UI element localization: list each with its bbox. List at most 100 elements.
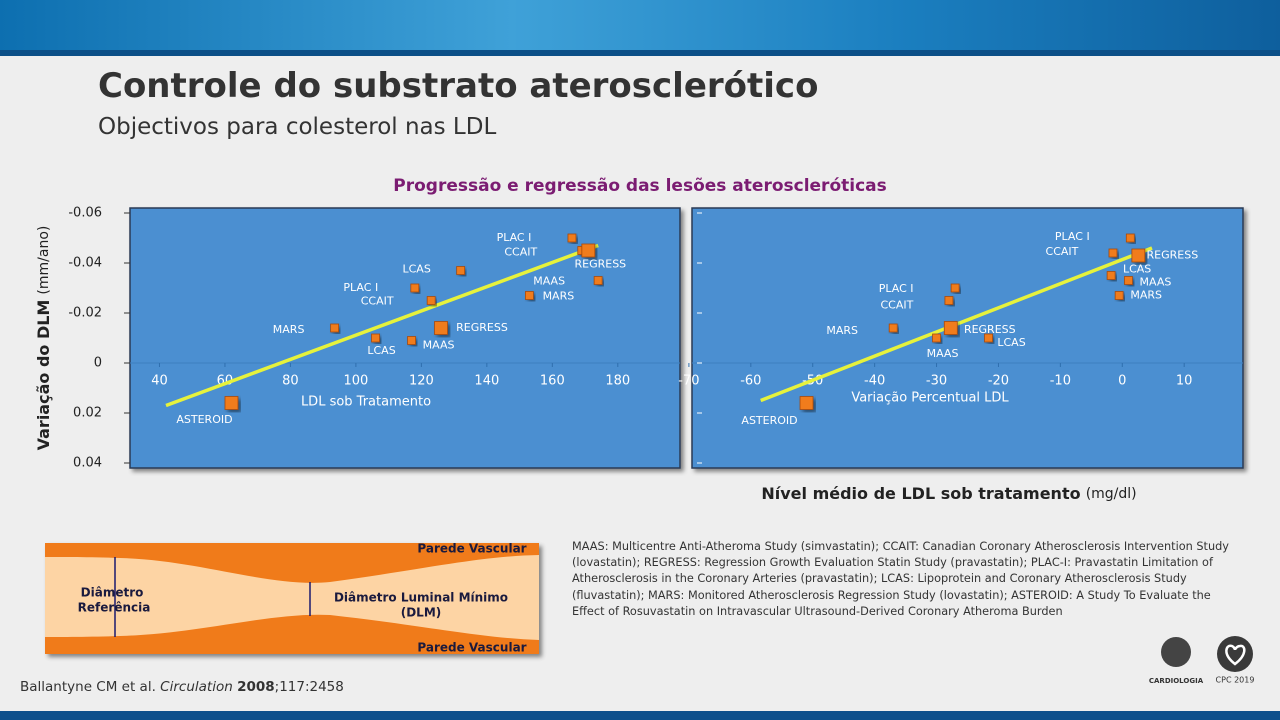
point-label: LCAS: [997, 336, 1025, 349]
point: [593, 276, 603, 285]
point-label: PLAC I: [1055, 230, 1090, 243]
point-label: CCAIT: [504, 246, 537, 259]
x-tick-label: -10: [1050, 374, 1071, 389]
point-label: PLAC I: [343, 281, 378, 294]
x-axis-label: Variação Percentual LDL: [851, 391, 1009, 406]
point-label: MAAS: [423, 339, 455, 352]
point-label: LCAS: [402, 263, 430, 276]
point: [371, 333, 380, 343]
x-tick-label: -40: [864, 374, 885, 389]
point: [932, 333, 941, 343]
slide-subtitle: Objectivos para colesterol nas LDL: [98, 114, 497, 140]
y-tick-label: -0.04: [68, 256, 102, 271]
cpc-logo-text: CPC 2019: [1216, 676, 1255, 685]
point: [1125, 233, 1135, 243]
point: [1124, 276, 1133, 285]
x-tick-label: 0: [1118, 374, 1126, 389]
point-label: MARS: [273, 323, 305, 336]
reference-label: Referência: [78, 601, 151, 615]
point: [984, 333, 993, 343]
x-tick-label: 140: [474, 374, 499, 389]
bottom-strip: [0, 711, 1280, 720]
point: [1131, 248, 1146, 263]
spc-logo: [1161, 637, 1191, 667]
x-tick-label: 180: [605, 374, 630, 389]
point: [943, 321, 958, 335]
point-label: ASTEROID: [176, 413, 232, 426]
point-label: MAAS: [1140, 276, 1172, 289]
point-label: LCAS: [367, 344, 395, 357]
point-label: PLAC I: [879, 282, 914, 295]
point: [426, 296, 436, 305]
cpc-logo: [1217, 636, 1253, 672]
y-axis-label: Variação do DLM: [34, 300, 53, 451]
reference-label: Diâmetro: [81, 586, 144, 600]
y-tick-label: 0: [94, 356, 102, 371]
x-axis-label: Nível médio de LDL sob tratamento: [761, 484, 1080, 503]
logos: CARDIOLOGIA CPC 2019: [1149, 636, 1255, 685]
chart-title: Progressão e regressão das lesões ateros…: [393, 176, 887, 196]
y-axis-title: Variação do DLM (mm/ano): [34, 226, 53, 451]
point-label: MARS: [543, 290, 575, 303]
point: [950, 283, 960, 293]
point-label: LCAS: [1123, 263, 1151, 276]
x-tick-label: -70: [678, 374, 699, 389]
point-label: REGRESS: [456, 321, 508, 334]
point: [224, 396, 239, 410]
point: [799, 396, 814, 410]
point: [456, 266, 466, 275]
y-tick-label: 0.04: [73, 456, 102, 471]
point-label: REGRESS: [1147, 249, 1199, 262]
point: [567, 233, 577, 243]
wall-top: [45, 543, 539, 583]
y-tick-label: -0.02: [68, 306, 102, 321]
point-label: CCAIT: [361, 295, 394, 308]
dlm-label: Diâmetro Luminal Mínimo: [334, 591, 508, 605]
x-tick-label: 40: [151, 374, 168, 389]
x-tick-label: 80: [282, 374, 299, 389]
point-label: REGRESS: [574, 258, 626, 271]
trend-line: [165, 243, 599, 408]
wall-label: Parede Vascular: [417, 641, 526, 655]
point: [330, 323, 340, 333]
point-label: MARS: [826, 324, 858, 337]
x-tick-label: -20: [988, 374, 1009, 389]
point-label: ASTEROID: [741, 414, 797, 427]
plot-area: [691, 207, 1244, 469]
footnote: MAAS: Multicentre Anti-Atheroma Study (s…: [572, 540, 1229, 618]
x-axis-title: Nível médio de LDL sob tratamento (mg/dl…: [761, 484, 1136, 503]
point: [888, 323, 898, 333]
point: [1108, 248, 1118, 258]
cite-journal: Circulation: [160, 679, 233, 695]
x-tick-label: -30: [926, 374, 947, 389]
point: [525, 291, 534, 300]
cite-year: 2008: [237, 679, 275, 695]
point-label: MAAS: [533, 275, 565, 288]
wall-bottom: [45, 614, 539, 654]
cite-authors: Ballantyne CM et al.: [20, 679, 156, 695]
point-label: MARS: [1130, 289, 1162, 302]
x-tick-label: 100: [343, 374, 368, 389]
x-tick-label: 160: [540, 374, 565, 389]
point-label: REGRESS: [964, 323, 1016, 336]
point: [1106, 271, 1116, 280]
x-axis-unit: (mg/dl): [1086, 486, 1137, 502]
x-axis-label: LDL sob Tratamento: [301, 395, 431, 410]
x-tick-label: 120: [409, 374, 434, 389]
y-tick-label: 0.02: [73, 406, 102, 421]
banner: [0, 0, 1280, 56]
y-tick-label: -0.06: [68, 206, 102, 221]
point: [410, 283, 420, 293]
y-axis-unit: (mm/ano): [36, 226, 52, 295]
dlm-label: (DLM): [401, 606, 442, 620]
x-tick-label: -60: [740, 374, 761, 389]
vessel-diagram: Parede Vascular Parede Vascular Diâmetro…: [45, 542, 539, 655]
point: [434, 321, 448, 335]
wall-label: Parede Vascular: [417, 542, 526, 556]
slide-title: Controle do substrato aterosclerótico: [98, 66, 819, 106]
cpc-heart: [1225, 644, 1246, 666]
